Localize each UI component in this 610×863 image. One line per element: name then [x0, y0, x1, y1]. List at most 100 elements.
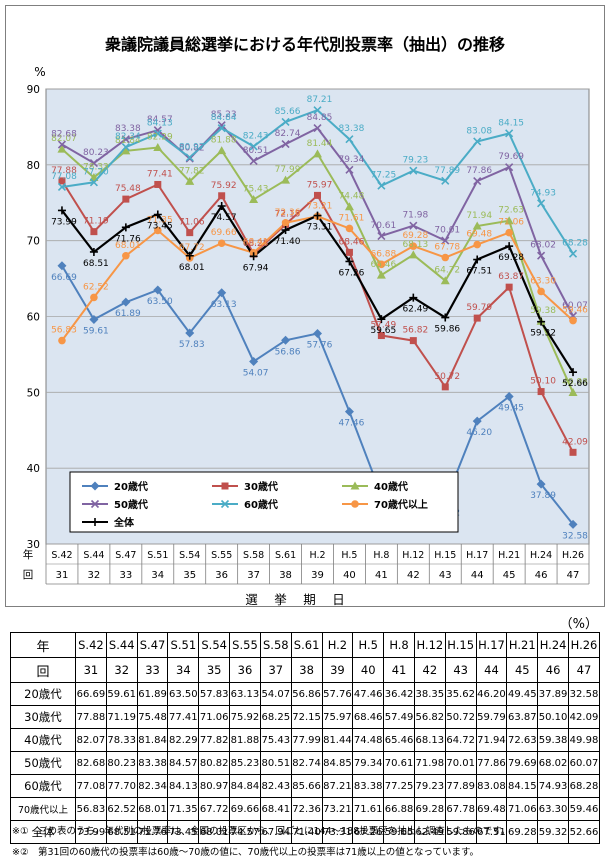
legend-label: 30歳代	[244, 480, 278, 493]
data-point	[505, 242, 514, 251]
data-label: 73.45	[147, 222, 173, 232]
data-label: 59.65	[370, 326, 396, 336]
data-label: 84.84	[211, 113, 237, 123]
table-cell: 82.07	[75, 728, 107, 752]
data-point	[58, 177, 66, 185]
table-cell: 75.48	[136, 705, 169, 729]
data-point	[440, 276, 450, 285]
data-label: 63.13	[211, 300, 237, 310]
data-point	[472, 416, 482, 426]
table-cell: 57.83	[198, 682, 231, 706]
table-cell: 39	[321, 657, 354, 683]
table-cell: 80.97	[198, 774, 231, 798]
data-label: 72.63	[498, 206, 524, 216]
table-cell: 77.70	[105, 774, 138, 798]
table-cell: 80.23	[105, 751, 138, 775]
table-cell: 68.01	[198, 820, 231, 844]
table-cell: 37.89	[537, 682, 569, 706]
row-header: 全体	[10, 820, 76, 844]
data-point	[505, 129, 514, 138]
y-tick-label: 30	[27, 539, 40, 551]
unit-label: （%）	[559, 617, 598, 632]
table-cell: 79.23	[413, 774, 446, 798]
table-cell: 68.51	[105, 820, 138, 844]
table-cell: 81.44	[321, 728, 354, 752]
table-cell: 69.28	[413, 797, 446, 821]
legend-label: 70歳代以上	[374, 498, 428, 511]
table-cell: 67.72	[198, 797, 231, 821]
table-cell: 68.02	[537, 751, 569, 775]
data-point	[441, 253, 450, 262]
data-label: 68.46	[339, 237, 365, 247]
table-cell: 56.82	[413, 705, 446, 729]
legend-marker	[90, 499, 100, 509]
table-cell: 83.08	[475, 774, 508, 798]
x-tick-label-session: 39	[311, 570, 324, 581]
data-point	[377, 315, 386, 324]
table-cell: 59.46	[568, 797, 600, 821]
table-cell: 75.97	[321, 705, 354, 729]
data-point	[281, 117, 290, 126]
x-tick-label-session: 33	[119, 570, 132, 581]
table-cell: 74.93	[537, 774, 569, 798]
table-cell: 68.25	[259, 705, 292, 729]
data-point	[409, 293, 418, 302]
data-label: 68.51	[83, 259, 109, 269]
data-label: 82.74	[275, 129, 301, 139]
table-cell: 83.38	[352, 774, 385, 798]
table-cell: 32	[105, 657, 138, 683]
data-point	[345, 224, 354, 233]
table-cell: 71.19	[105, 705, 138, 729]
x-tick-label-year: H.26	[562, 550, 584, 561]
data-point	[537, 388, 545, 396]
data-label: 74.57	[211, 213, 237, 223]
data-point	[121, 146, 131, 155]
data-label: 63.50	[147, 297, 173, 307]
row-header: 回	[10, 657, 76, 683]
data-point	[57, 144, 67, 153]
table-cell: 42.09	[568, 705, 600, 729]
table-cell: 84.15	[506, 774, 539, 798]
data-point	[345, 257, 354, 266]
data-label: 59.61	[83, 326, 109, 336]
data-point	[89, 247, 98, 256]
table-cell: 75.92	[229, 705, 261, 729]
data-point	[217, 288, 227, 298]
data-label: 70.01	[434, 226, 460, 236]
data-point	[377, 260, 386, 269]
table-cell: 77.99	[290, 728, 323, 752]
data-label: 67.26	[339, 268, 365, 278]
data-label: 75.48	[115, 184, 141, 194]
row-header: 20歳代	[10, 682, 76, 706]
table-cell: 67.94	[259, 820, 292, 844]
data-point	[568, 387, 578, 396]
table-row: 70歳代以上 56.83 62.52 68.01 71.35 67.72 69.66 68.4…	[10, 797, 600, 821]
table-cell: 34	[167, 657, 200, 683]
data-label: 87.21	[307, 95, 333, 105]
table-cell: 71.98	[413, 751, 446, 775]
table-cell: 61.89	[136, 682, 169, 706]
legend-marker	[350, 481, 360, 490]
data-point	[89, 159, 98, 168]
table-cell: 31	[75, 657, 107, 683]
data-point	[314, 191, 321, 199]
table-cell: 77.89	[444, 774, 477, 798]
table-cell: 65.46	[383, 728, 415, 752]
data-point	[536, 479, 546, 489]
table-cell: 38.35	[413, 682, 446, 706]
table-cell: 74.48	[352, 728, 385, 752]
data-point	[537, 199, 546, 208]
data-label: 81.44	[307, 139, 333, 149]
table-cell: 68.28	[568, 774, 600, 798]
table-cell: H.5	[352, 632, 385, 658]
data-label: 71.98	[402, 211, 428, 221]
data-point	[409, 242, 418, 250]
data-label: 68.02	[530, 241, 556, 251]
table-cell: 50.72	[444, 705, 477, 729]
table-cell: 46	[537, 657, 569, 683]
table-cell: 77.41	[167, 705, 200, 729]
table-row: 50歳代 82.68 80.23 83.38 84.57 80.82 85.23 80.51 8…	[10, 751, 600, 775]
data-point	[472, 221, 482, 230]
table-cell: 41	[383, 657, 415, 683]
data-label: 72.15	[275, 209, 301, 219]
